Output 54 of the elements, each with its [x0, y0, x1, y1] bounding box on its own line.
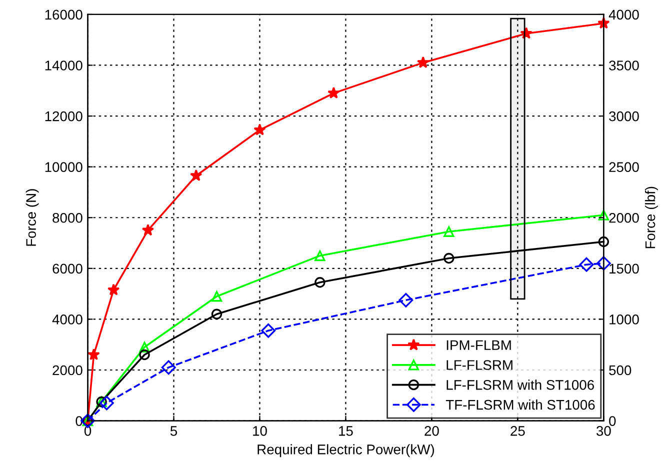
y2-tick-label: 2000 — [609, 212, 639, 223]
x-tick-label: 15 — [339, 426, 353, 436]
legend-label: TF-FLSRM with ST1006 — [446, 400, 595, 410]
point — [398, 292, 414, 308]
x-tick-label: 10 — [253, 426, 267, 436]
y2-tick-label: 3000 — [609, 111, 639, 122]
y-tick-label: 10000 — [45, 162, 82, 172]
point — [139, 349, 150, 360]
point — [598, 210, 610, 220]
legend-label: LF-FLSRM — [446, 360, 512, 370]
y-tick-label: 2000 — [52, 365, 82, 376]
point — [261, 323, 276, 338]
y2-tick-label: 0 — [609, 416, 616, 426]
y2-tick-label: 3500 — [609, 60, 639, 70]
point — [107, 284, 120, 296]
point — [190, 169, 202, 182]
point — [579, 257, 594, 272]
point — [314, 277, 326, 288]
point — [99, 396, 114, 410]
y-tick-label: 12000 — [45, 111, 82, 122]
point — [596, 256, 611, 271]
point — [139, 342, 150, 352]
y2-tick-label: 4000 — [608, 10, 639, 20]
point — [88, 348, 100, 360]
y-tick-label: 16000 — [45, 10, 82, 20]
y2-axis-title: Force (lbf) — [644, 186, 658, 248]
point — [314, 250, 326, 262]
x-tick-label: 20 — [424, 426, 439, 436]
point — [598, 236, 610, 248]
y-tick-label: 6000 — [52, 264, 82, 274]
point — [328, 86, 340, 99]
y2-tick-label: 500 — [609, 365, 632, 376]
y-axis-title: Force (N) — [26, 189, 39, 246]
y2-tick-label: 1000 — [610, 314, 639, 324]
point — [444, 226, 454, 237]
point — [211, 291, 222, 302]
x-tick-label: 30 — [596, 426, 611, 436]
point — [161, 360, 176, 375]
y-tick-label: 4000 — [52, 314, 82, 324]
point — [254, 124, 266, 136]
x-axis-title: Required Electric Power(kW) — [258, 444, 434, 458]
point — [444, 252, 454, 264]
y2-tick-label: 2500 — [609, 162, 639, 172]
point — [520, 27, 532, 39]
x-tick-label: 5 — [170, 426, 178, 436]
y-tick-label: 14000 — [45, 60, 82, 70]
y-tick-label: 8000 — [52, 212, 82, 223]
point — [142, 224, 154, 236]
x-tick-label: 25 — [510, 426, 525, 436]
y2-tick-label: 1500 — [610, 264, 639, 274]
point — [416, 56, 430, 68]
point — [211, 308, 222, 320]
legend-label: LF-FLSRM with ST1006 — [446, 380, 594, 390]
legend-label: IPM-FLBM — [446, 340, 511, 350]
